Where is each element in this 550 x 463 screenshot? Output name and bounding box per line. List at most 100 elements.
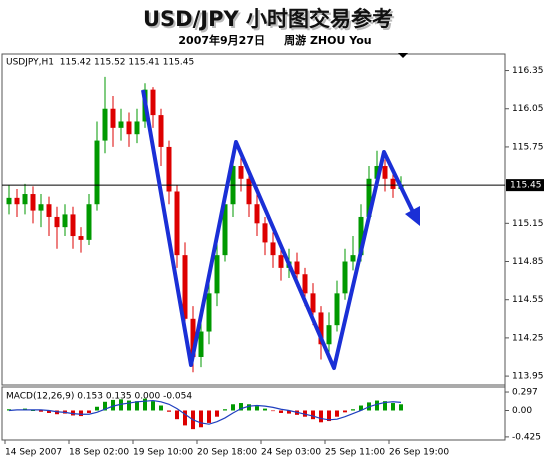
macd-bar xyxy=(255,406,259,411)
macd-bar xyxy=(239,403,243,411)
y-tick-label: 113.95 xyxy=(512,372,544,382)
chart-title-shadow: USD/JPY 小时图交易参考 xyxy=(145,9,395,33)
candle-body xyxy=(54,216,60,228)
macd-bar xyxy=(351,409,355,411)
macd-bar xyxy=(183,410,187,426)
macd-bar xyxy=(199,410,203,428)
y-tick-label: 115.15 xyxy=(512,219,544,229)
candle-body xyxy=(110,108,116,128)
y-tick-label: -0.425 xyxy=(512,432,541,442)
candle-body xyxy=(78,236,84,240)
candle-body xyxy=(326,325,332,345)
y-tick-label: 0.00 xyxy=(512,406,532,416)
candle-body xyxy=(278,255,284,268)
macd-bar xyxy=(79,410,83,417)
pattern-arrow xyxy=(405,206,420,226)
macd-bar xyxy=(263,408,267,411)
macd-bar xyxy=(167,410,171,412)
candle-body xyxy=(270,242,276,256)
candle-body xyxy=(166,146,172,192)
candle-body xyxy=(22,194,28,205)
y-tick-label: 114.55 xyxy=(512,295,544,305)
macd-bar xyxy=(103,401,107,411)
candle-body xyxy=(246,178,252,205)
price-panel xyxy=(1,53,506,386)
macd-bar xyxy=(47,410,51,413)
macd-bar xyxy=(287,410,291,414)
macd-bar xyxy=(71,410,75,416)
y-tick-label: 115.75 xyxy=(512,142,544,152)
signal-line xyxy=(8,399,402,425)
macd-bar xyxy=(207,410,211,423)
candle-body xyxy=(374,166,380,179)
candle-body xyxy=(318,312,324,345)
x-tick-label: 26 Sep 19:00 xyxy=(389,448,449,458)
candle-body xyxy=(14,197,20,205)
candle-body xyxy=(350,255,356,262)
macd-bar xyxy=(319,410,323,423)
candle-body xyxy=(262,223,268,243)
y-tick-label: 0.297 xyxy=(512,388,538,398)
x-tick-label: 24 Sep 03:00 xyxy=(261,448,321,458)
candle-body xyxy=(118,121,124,128)
candle-body xyxy=(214,255,220,294)
candle-body xyxy=(150,89,156,116)
candle-body xyxy=(222,204,228,256)
shift-marker xyxy=(398,53,408,58)
x-tick-label: 18 Sep 02:00 xyxy=(69,448,129,458)
macd-bar xyxy=(383,401,387,411)
candle-body xyxy=(382,166,388,179)
macd-bar xyxy=(279,410,283,413)
macd-bar xyxy=(375,400,379,411)
y-tick-label: 116.05 xyxy=(512,104,544,114)
candle-body xyxy=(334,293,340,326)
chart-subtitle: 2007年9月27日 周游 ZHOU You xyxy=(178,33,371,47)
macd-bar xyxy=(175,410,179,420)
macd-bar xyxy=(159,405,163,411)
candle-body xyxy=(366,178,372,217)
candle-body xyxy=(238,166,244,179)
x-tick-label: 19 Sep 10:00 xyxy=(133,448,193,458)
x-tick-label: 20 Sep 18:00 xyxy=(197,448,257,458)
macd-bar xyxy=(7,409,11,411)
y-tick-label: 114.85 xyxy=(512,257,544,267)
candle-body xyxy=(206,293,212,332)
candle-body xyxy=(62,214,68,228)
candle-body xyxy=(94,140,100,205)
y-tick-label: 114.25 xyxy=(512,333,544,343)
y-tick-label: 116.35 xyxy=(512,66,544,76)
macd-bar xyxy=(31,410,35,411)
candle-body xyxy=(302,274,308,294)
last-price-box xyxy=(506,179,544,192)
pattern-line xyxy=(141,89,416,370)
macd-bar xyxy=(151,401,155,411)
macd-bar xyxy=(223,409,227,411)
macd-bar xyxy=(143,398,147,411)
candle-body xyxy=(38,204,44,211)
candle-body xyxy=(190,318,196,357)
macd-bar xyxy=(391,403,395,411)
macd-bar xyxy=(311,410,315,420)
candle-body xyxy=(198,331,204,357)
macd-bar xyxy=(303,410,307,417)
macd-bar xyxy=(95,406,99,411)
macd-bar xyxy=(135,401,139,411)
macd-bar xyxy=(271,410,275,412)
candle-body xyxy=(46,204,52,217)
candle-body xyxy=(182,255,188,319)
chart-title: USD/JPY 小时图交易参考 xyxy=(143,7,393,31)
candle-body xyxy=(254,204,260,224)
candle-body xyxy=(6,197,12,205)
macd-bar xyxy=(247,404,251,411)
last-price-label: 115.45 xyxy=(510,181,542,191)
candle-body xyxy=(30,194,36,211)
macd-bar xyxy=(327,410,331,422)
macd-bar xyxy=(359,405,363,411)
macd-bar xyxy=(119,399,123,411)
macd-bar xyxy=(55,410,59,415)
macd-label: MACD(12,26,9) 0.153 0.135 0.000 -0.054 xyxy=(6,392,192,402)
macd-bar xyxy=(399,404,403,411)
symbol-header: USDJPY,H1 115.42 115.52 115.41 115.45 xyxy=(6,58,194,68)
candle-body xyxy=(126,121,132,135)
